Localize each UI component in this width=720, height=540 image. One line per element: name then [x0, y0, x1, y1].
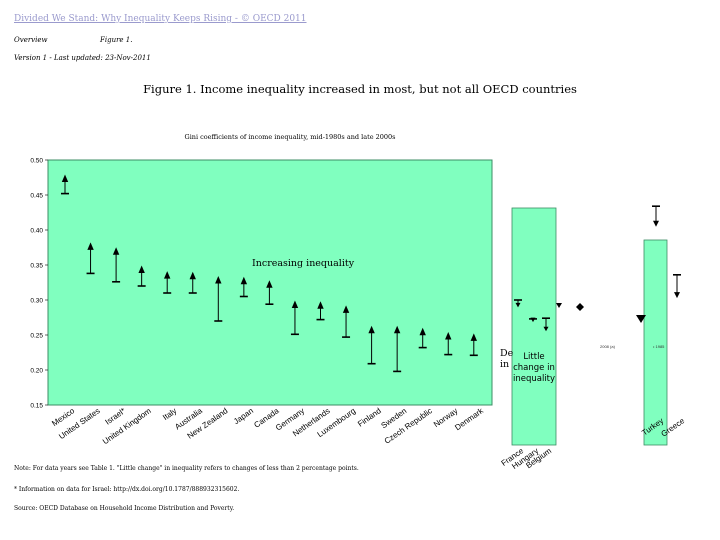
late-2000s-marker	[164, 271, 171, 279]
late-2000s-marker	[189, 271, 196, 280]
annotation-little-change: Little	[523, 352, 544, 362]
legend-triangle-marker	[636, 315, 646, 323]
late-2000s-marker	[393, 325, 401, 334]
israel-note: * Information on data for Israel: http:/…	[14, 486, 240, 493]
annotation-decreasing-1: De	[500, 348, 514, 359]
late-2000s-marker	[215, 276, 222, 284]
report-link[interactable]: Divided We Stand: Why Inequality Keeps R…	[14, 14, 307, 24]
y-tick-label: 0.45	[30, 192, 43, 199]
late-2000s-marker	[530, 317, 536, 323]
late-2000s-marker	[419, 327, 426, 336]
late-2000s-marker	[653, 220, 659, 227]
late-2000s-marker	[87, 242, 94, 250]
annotation-little-change: inequality	[513, 374, 555, 384]
y-tick-label: 0.15	[30, 402, 43, 409]
y-tick-label: 0.30	[30, 297, 43, 304]
category-label: Denmark	[453, 406, 486, 433]
y-tick-label: 0.50	[30, 157, 43, 164]
legend-label: • 1985	[653, 344, 665, 349]
late-2000s-marker	[138, 265, 145, 273]
legend-triangle-marker	[556, 303, 562, 308]
late-2000s-marker	[445, 332, 452, 340]
late-2000s-marker	[240, 276, 248, 285]
legend-label: 2008 (a)	[600, 344, 616, 349]
late-2000s-marker	[515, 302, 521, 308]
chart-title: Figure 1. Income inequality increased in…	[143, 82, 577, 96]
late-2000s-marker	[543, 326, 549, 332]
overview-label: Overview	[14, 36, 48, 44]
y-tick-label: 0.35	[30, 262, 43, 269]
little-change-panel	[511, 207, 557, 446]
annotation-little-change: change in	[513, 363, 555, 373]
y-tick-label: 0.25	[30, 332, 43, 339]
late-2000s-marker	[317, 301, 324, 309]
late-2000s-marker	[61, 174, 69, 182]
figure-label: Figure 1.	[100, 36, 133, 44]
late-2000s-marker	[368, 325, 375, 334]
legend-diamond-marker	[576, 303, 584, 311]
late-2000s-marker	[674, 292, 680, 299]
late-2000s-marker	[112, 247, 120, 255]
note-text: Note: For data years see Table 1. "Littl…	[14, 465, 359, 472]
y-tick-label: 0.20	[30, 367, 43, 374]
y-tick-label: 0.40	[30, 227, 43, 234]
source-note: Source: OECD Database on Household Incom…	[14, 505, 235, 512]
annotation-increasing: Increasing inequality	[252, 258, 355, 269]
late-2000s-marker	[291, 300, 299, 308]
annotation-decreasing-2: in	[500, 359, 509, 370]
decreasing-panel	[643, 239, 668, 446]
category-label: Finland	[356, 406, 383, 428]
category-label: Italy	[161, 406, 178, 422]
chart-subtitle: Gini coefficients of income inequality, …	[184, 133, 396, 141]
late-2000s-marker	[266, 280, 273, 288]
category-label: Japan	[232, 406, 255, 426]
version-label: Version 1 - Last updated: 23-Nov-2011	[14, 54, 151, 62]
late-2000s-marker	[470, 333, 477, 341]
late-2000s-marker	[342, 305, 350, 313]
